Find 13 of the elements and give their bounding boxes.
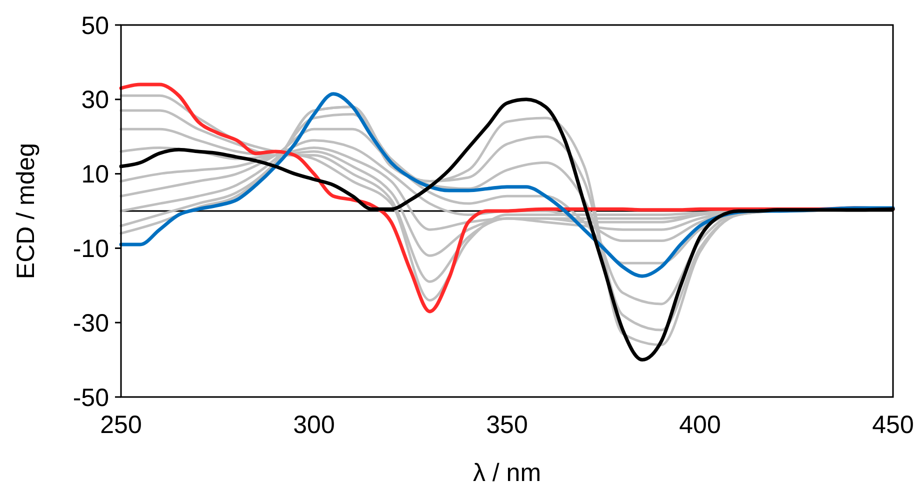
- x-tick-label: 450: [872, 411, 914, 439]
- x-tick-label: 250: [100, 411, 142, 439]
- y-tick-label: -10: [72, 234, 109, 263]
- y-tick-label: 10: [81, 160, 109, 189]
- y-axis-title: ECD / mdeg: [12, 142, 40, 280]
- x-tick-label: 400: [679, 411, 721, 439]
- y-tick-label: 30: [81, 86, 109, 114]
- y-tick-label: -30: [72, 309, 109, 338]
- y-tick-label: -50: [72, 384, 109, 412]
- x-tick-label: 300: [293, 411, 335, 439]
- y-tick-label: 50: [81, 12, 109, 40]
- x-tick-label: 350: [486, 411, 528, 439]
- x-axis-title: λ / nm: [472, 459, 542, 487]
